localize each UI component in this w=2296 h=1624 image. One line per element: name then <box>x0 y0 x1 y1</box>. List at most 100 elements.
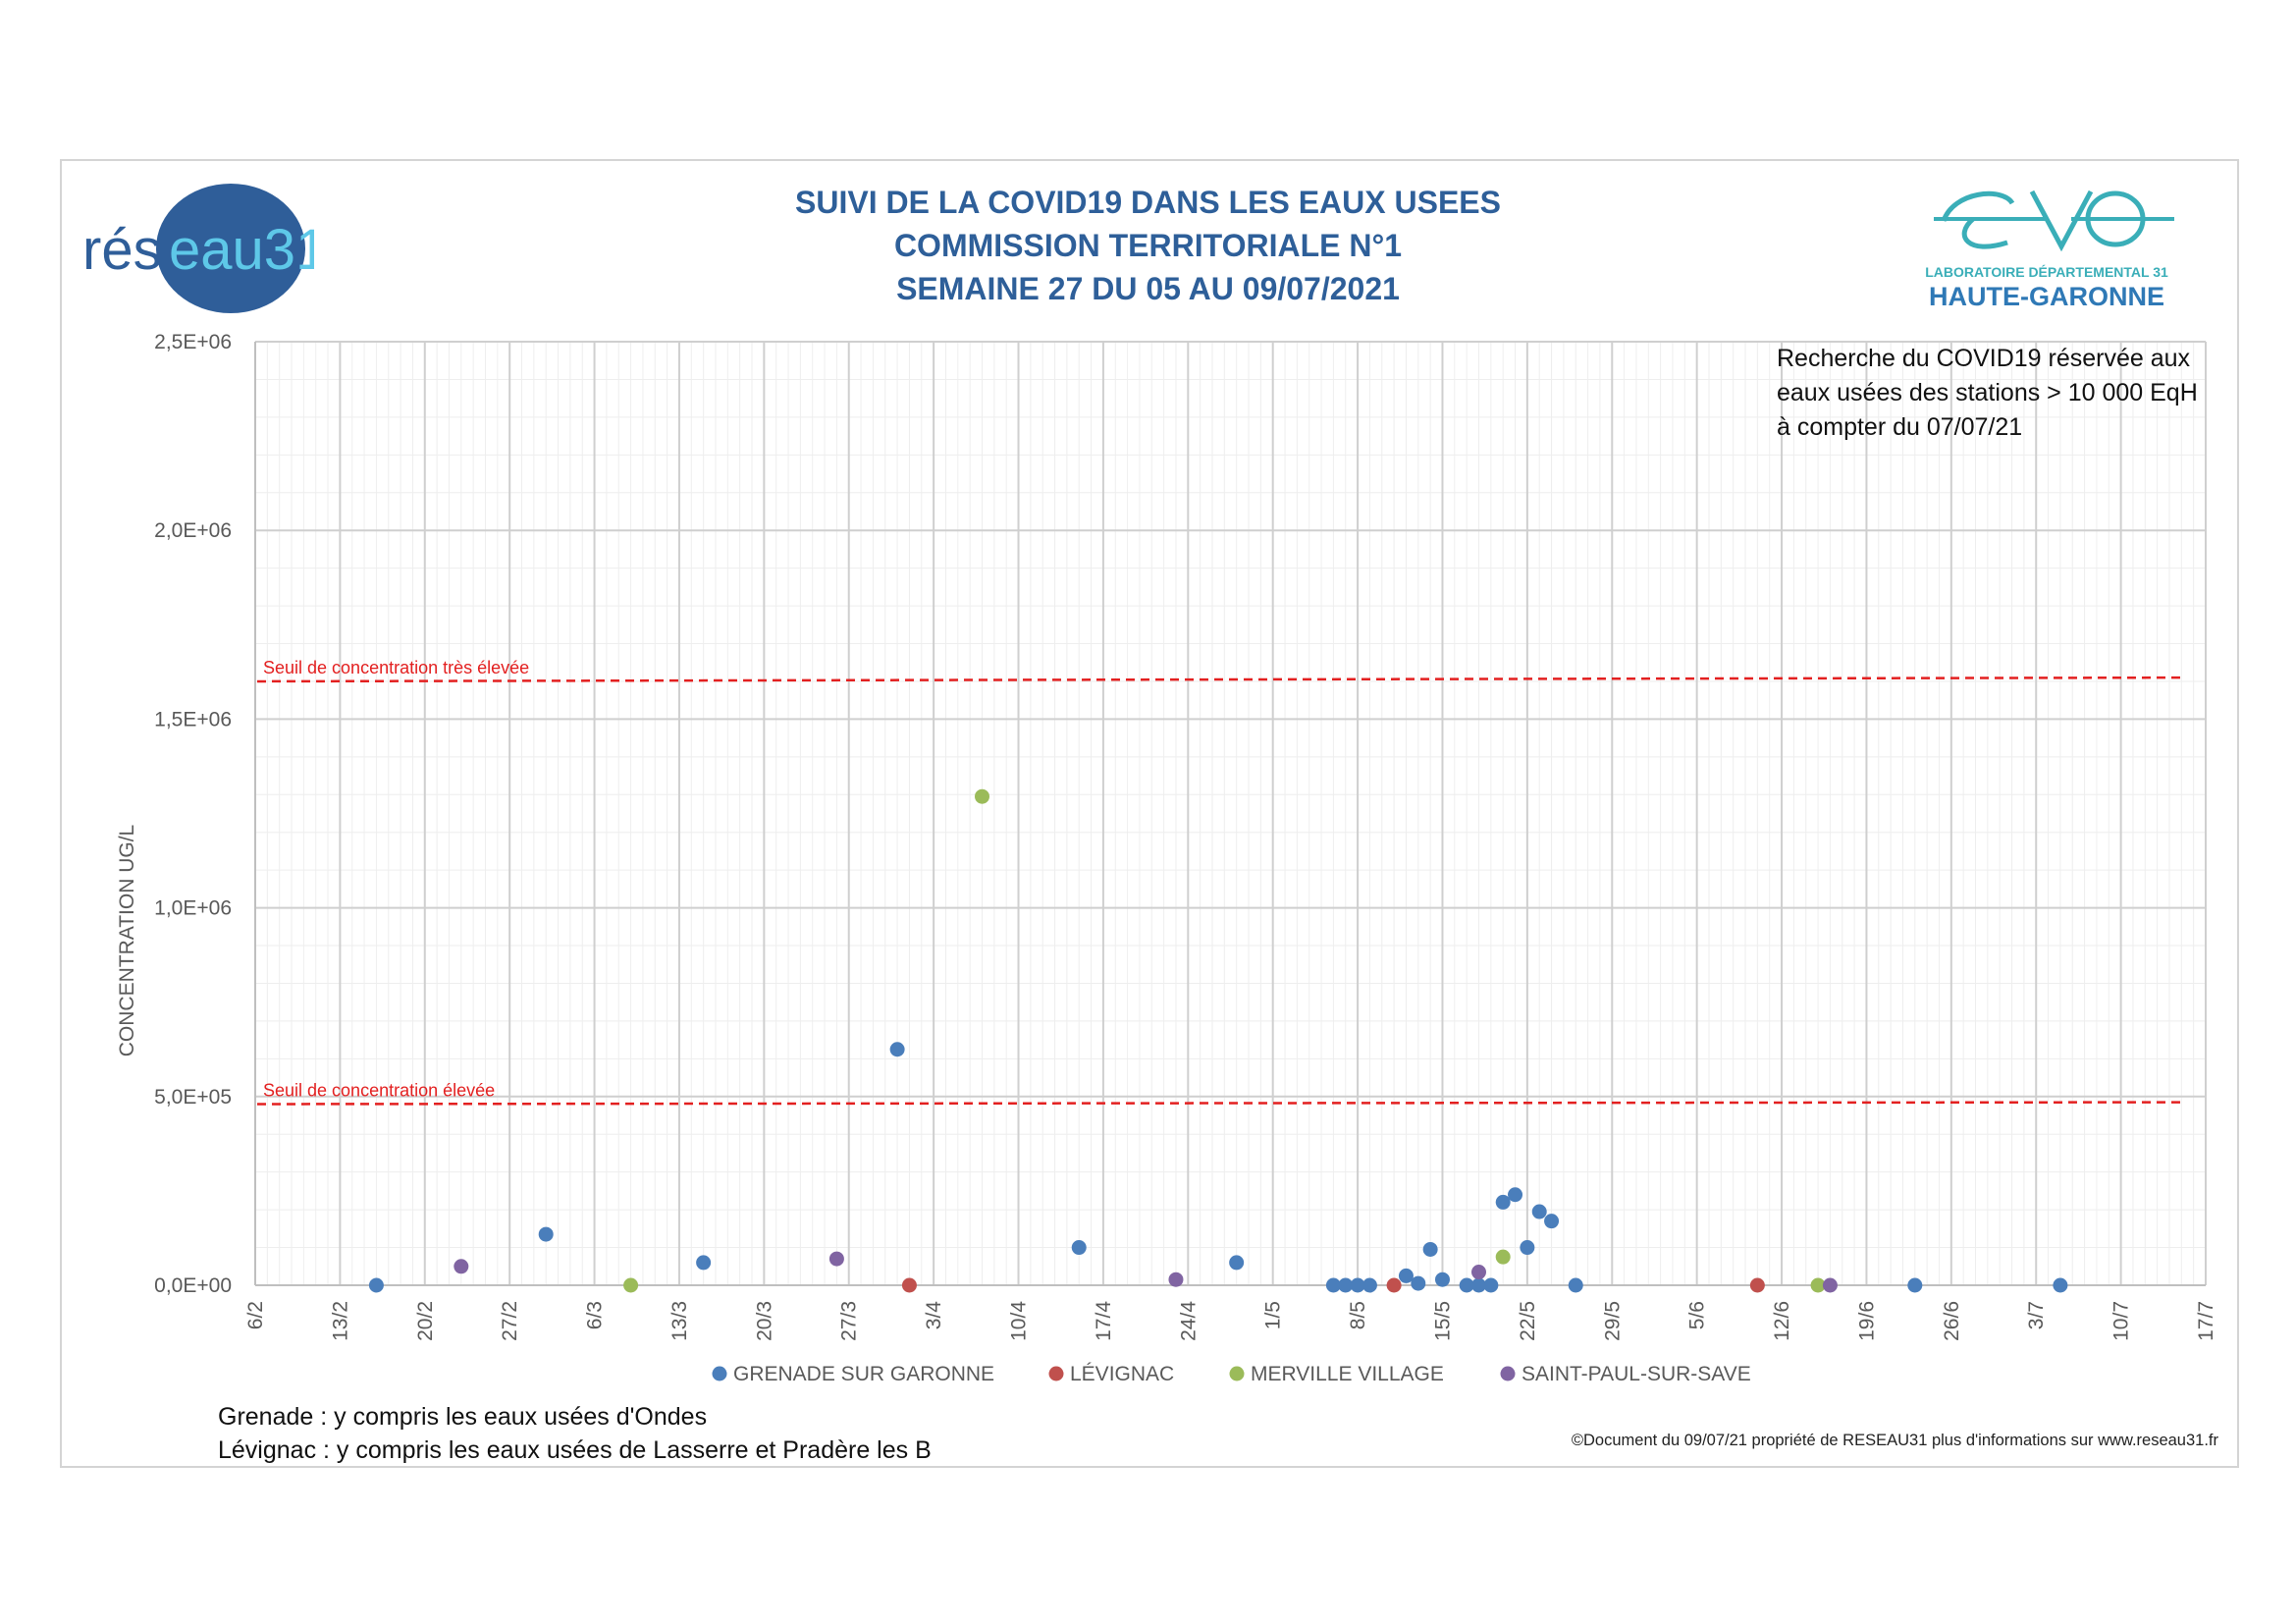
data-point <box>1071 1240 1087 1256</box>
data-point <box>696 1255 712 1271</box>
report-frame <box>60 159 2239 1468</box>
data-point <box>1508 1187 1523 1203</box>
threshold-lines: Seuil de concentration très élevée Seuil … <box>256 658 2185 1106</box>
x-tick-label: 13/2 <box>329 1301 351 1341</box>
footer-note-levignac: Lévignac : y compris les eaux usées de L… <box>218 1436 932 1464</box>
chart-legend: GRENADE SUR GARONNE LÉVIGNAC MERVILLE VILL… <box>712 1363 1751 1385</box>
data-points <box>368 788 2068 1293</box>
y-tick-label: 1,0E+06 <box>154 897 232 920</box>
data-point <box>1338 1277 1354 1293</box>
data-point <box>623 1277 639 1293</box>
legend-marker <box>1500 1366 1516 1381</box>
data-point <box>1362 1277 1377 1293</box>
data-point <box>1459 1277 1474 1293</box>
data-point <box>1810 1277 1826 1293</box>
threshold-label: Seuil de concentration très élevée <box>263 658 529 677</box>
major-gridlines <box>254 341 2207 1286</box>
data-point <box>1471 1277 1487 1293</box>
x-tick-label: 1/5 <box>1262 1301 1285 1329</box>
data-point <box>2053 1277 2068 1293</box>
data-point <box>1544 1214 1560 1229</box>
x-tick-label: 17/7 <box>2195 1301 2217 1341</box>
legend-marker <box>1048 1366 1064 1381</box>
data-point <box>1411 1275 1426 1291</box>
data-point <box>1422 1241 1438 1257</box>
data-point <box>1350 1277 1365 1293</box>
data-point <box>828 1251 844 1267</box>
legend-label: MERVILLE VILLAGE <box>1251 1363 1444 1385</box>
eva-logo: LABORATOIRE DÉPARTEMENTAL 31 HAUTE-GARON… <box>1914 182 2179 314</box>
data-point <box>1520 1240 1535 1256</box>
x-tick-label: 26/6 <box>1941 1301 1963 1341</box>
data-point <box>901 1277 917 1293</box>
x-tick-label: 3/4 <box>923 1301 945 1330</box>
data-point <box>1168 1272 1184 1287</box>
report-titles: SUIVI DE LA COVID19 DANS LES EAUX USEES … <box>0 181 2296 310</box>
y-tick-label: 2,5E+06 <box>154 331 232 353</box>
x-tick-label: 8/5 <box>1347 1301 1369 1329</box>
data-point <box>889 1042 905 1057</box>
data-point <box>1386 1277 1402 1293</box>
x-tick-label: 19/6 <box>1855 1301 1878 1341</box>
threshold-label: Seuil de concentration élevée <box>263 1080 495 1100</box>
info-note: Recherche du COVID19 réservée aux eaux u… <box>1777 345 2198 441</box>
data-point <box>974 788 989 804</box>
x-tick-label: 3/7 <box>2025 1301 2048 1329</box>
x-tick-label: 29/5 <box>1601 1301 1624 1341</box>
legend-marker <box>712 1366 727 1381</box>
y-tick-label: 5,0E+05 <box>154 1086 232 1109</box>
legend-label: LÉVIGNAC <box>1070 1363 1174 1385</box>
minor-gridlines <box>254 341 2207 1286</box>
threshold-line <box>256 1101 2185 1106</box>
x-tick-label: 22/5 <box>1517 1301 1539 1341</box>
x-tick-label: 20/3 <box>753 1301 775 1341</box>
title-line-3: SEMAINE 27 DU 05 AU 09/07/2021 <box>896 271 1400 306</box>
data-point <box>1229 1255 1245 1271</box>
threshold-line <box>256 676 2185 683</box>
y-tick-label: 0,0E+00 <box>154 1274 232 1297</box>
footer-notes: Grenade : y compris les eaux usées d'Ond… <box>218 1400 932 1467</box>
x-tick-label: 24/4 <box>1177 1301 1200 1341</box>
legend-label: SAINT-PAUL-SUR-SAVE <box>1522 1363 1751 1385</box>
title-line-2: COMMISSION TERRITORIALE N°1 <box>893 228 1403 263</box>
x-tick-label: 13/3 <box>668 1301 691 1341</box>
copyright-notice: ©Document du 09/07/21 propriété de RESEA… <box>1571 1432 2218 1449</box>
x-tick-label: 20/2 <box>414 1301 437 1341</box>
data-point <box>1495 1194 1511 1210</box>
axes: 6/2 13/2 20/2 27/2 6/3 13/3 20/3 27/3 3/4 10/4 17/… <box>154 331 2217 1341</box>
data-point <box>368 1277 384 1293</box>
data-point <box>538 1226 554 1242</box>
legend-marker <box>1229 1366 1245 1381</box>
x-tick-label: 17/4 <box>1093 1301 1115 1341</box>
data-point <box>1749 1277 1765 1293</box>
x-tick-label: 6/3 <box>584 1301 607 1329</box>
data-point <box>1531 1204 1547 1219</box>
data-point <box>1822 1277 1838 1293</box>
x-tick-label: 12/6 <box>1771 1301 1793 1341</box>
data-point <box>1398 1268 1414 1283</box>
y-tick-label: 1,5E+06 <box>154 708 232 731</box>
x-tick-label: 6/2 <box>244 1301 267 1329</box>
footer-note-grenade: Grenade : y compris les eaux usées d'Ond… <box>218 1403 708 1431</box>
x-tick-label: 15/5 <box>1431 1301 1454 1341</box>
title-line-1: SUIVI DE LA COVID19 DANS LES EAUX USEES <box>795 185 1501 220</box>
x-tick-label: 10/7 <box>2110 1301 2133 1341</box>
data-point <box>1907 1277 1923 1293</box>
logo-text-part2: eau31 <box>169 218 314 282</box>
data-point <box>1568 1277 1583 1293</box>
x-tick-label: 5/6 <box>1686 1301 1709 1329</box>
data-point <box>454 1259 469 1274</box>
data-point <box>1495 1249 1511 1265</box>
x-tick-label: 10/4 <box>1008 1301 1031 1341</box>
reseau31-logo: rés eau31 <box>79 183 327 314</box>
data-point <box>1434 1272 1450 1287</box>
y-axis-label: CONCENTRATION UG/L <box>116 825 138 1056</box>
lab-name: LABORATOIRE DÉPARTEMENTAL 31 <box>1925 264 2168 280</box>
x-tick-label: 27/3 <box>838 1301 861 1341</box>
legend-label: GRENADE SUR GARONNE <box>733 1363 994 1385</box>
x-tick-label: 27/2 <box>499 1301 521 1341</box>
lab-region: HAUTE-GARONNE <box>1929 282 2164 311</box>
data-point <box>1483 1277 1499 1293</box>
y-tick-label: 2,0E+06 <box>154 519 232 542</box>
